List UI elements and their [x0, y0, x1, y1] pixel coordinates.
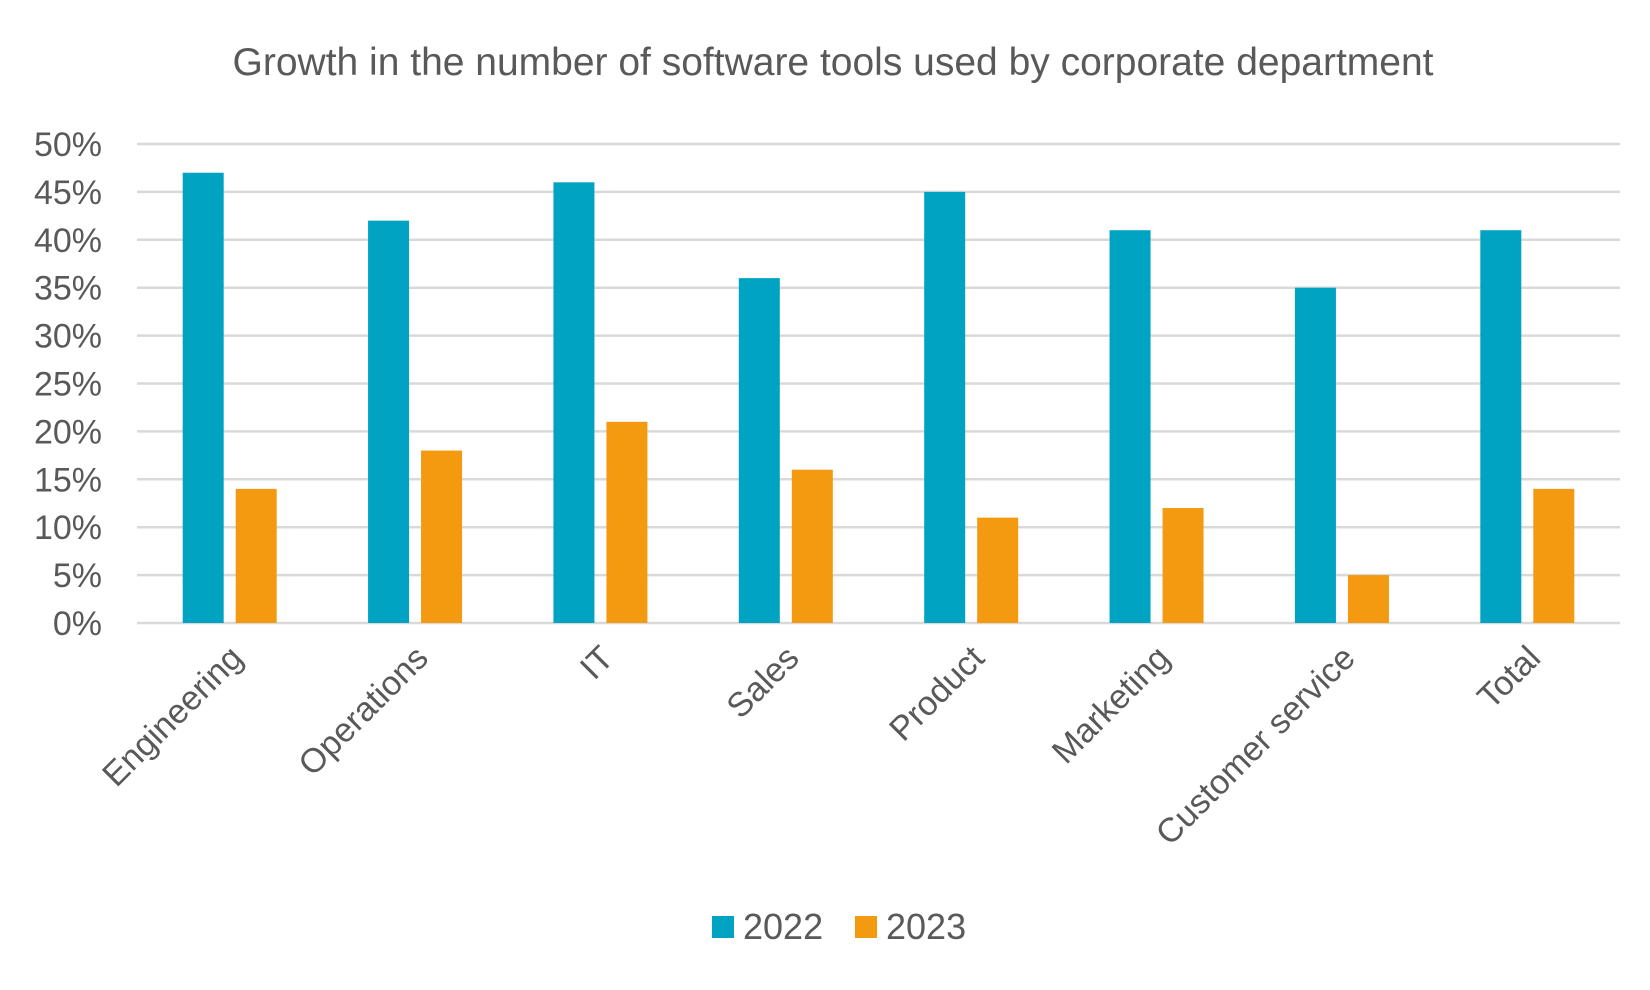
y-tick-label: 5% — [53, 557, 102, 595]
bar-2022-customer-service — [1294, 287, 1336, 623]
bar-2022-operations — [368, 220, 410, 623]
legend: 2022 2023 — [712, 906, 966, 947]
x-tick-label: Marketing — [1045, 639, 1177, 771]
bar-2023-marketing — [1162, 508, 1204, 623]
x-tick-label: Operations — [291, 639, 435, 783]
x-tick-label: Customer service — [1149, 639, 1363, 853]
y-tick-label: 35% — [34, 270, 102, 308]
y-tick-label: 0% — [53, 605, 102, 643]
bar-2023-product — [977, 517, 1019, 623]
bar-2023-engineering — [235, 488, 277, 623]
y-tick-label: 10% — [34, 509, 102, 547]
x-tick-label: IT — [573, 639, 621, 687]
bar-2023-operations — [421, 450, 463, 623]
bar-2022-engineering — [182, 172, 224, 624]
x-tick-label: Sales — [719, 639, 806, 726]
y-tick-label: 50% — [34, 126, 102, 164]
x-tick-label: Product — [882, 638, 992, 748]
bar-2022-product — [924, 191, 966, 623]
bar-2022-marketing — [1109, 230, 1151, 623]
legend-label-2022: 2022 — [743, 906, 823, 947]
legend-swatch-2023 — [855, 916, 877, 938]
y-tick-label: 30% — [34, 318, 102, 356]
bar-2023-total — [1533, 488, 1575, 623]
x-tick-label: Total — [1470, 639, 1548, 717]
y-tick-label: 45% — [34, 174, 102, 212]
legend-label-2023: 2023 — [886, 906, 966, 947]
y-tick-label: 20% — [34, 413, 102, 451]
bar-2022-sales — [738, 278, 780, 623]
bar-2023-it — [606, 421, 648, 623]
y-tick-label: 40% — [34, 222, 102, 260]
legend-swatch-2022 — [712, 916, 734, 938]
bar-2023-customer-service — [1347, 575, 1389, 623]
y-axis-ticks: 0% 5% 10% 15% 20% 25% 30% 35% 40% 45% 50% — [34, 126, 102, 643]
x-axis-ticks: Engineering Operations IT Sales Product Marke… — [95, 638, 1548, 852]
bar-2022-it — [553, 182, 595, 623]
bar-2022-total — [1480, 230, 1522, 623]
chart-title: Growth in the number of software tools u… — [233, 41, 1434, 84]
gridlines — [137, 142, 1620, 625]
x-tick-label: Engineering — [95, 639, 250, 794]
bars — [182, 172, 1575, 624]
y-tick-label: 25% — [34, 366, 102, 404]
bar-2023-sales — [791, 469, 833, 623]
y-tick-label: 15% — [34, 461, 102, 499]
